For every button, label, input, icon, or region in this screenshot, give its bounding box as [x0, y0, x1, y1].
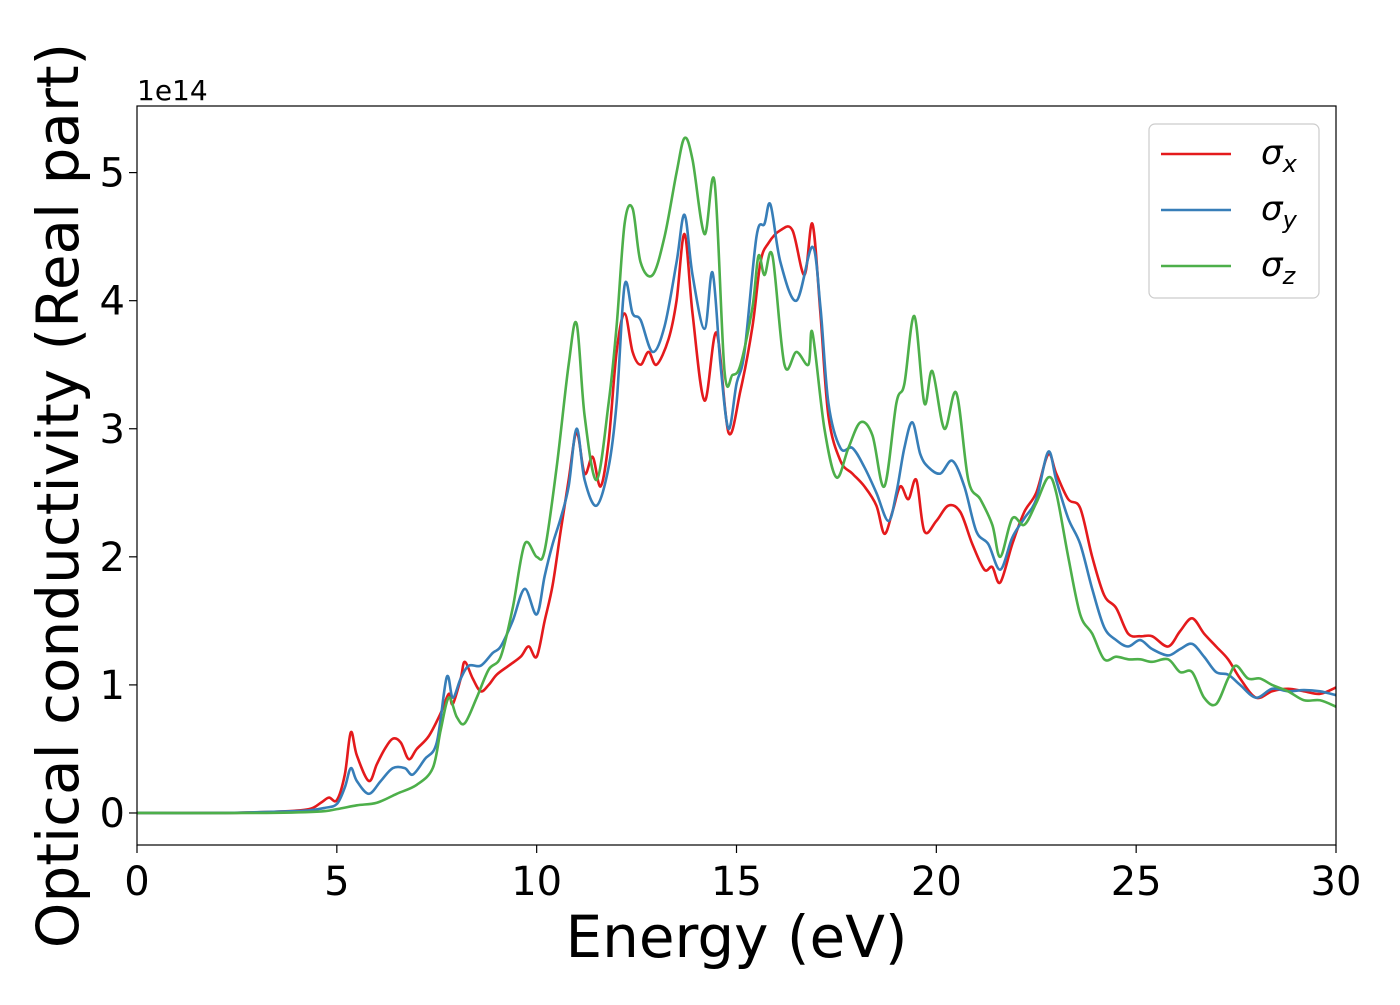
series-line-z: [137, 136, 1336, 815]
x-tick-label: 10: [511, 859, 562, 905]
y-tick-label: 4: [100, 279, 125, 325]
legend: σx σy σz: [1148, 123, 1320, 299]
legend-label-z: σz: [1261, 245, 1297, 290]
legend-box: [1148, 123, 1320, 299]
series-layer: [137, 136, 1336, 815]
x-axis-label: Energy (eV): [565, 903, 907, 971]
y-tick-label: 3: [100, 407, 125, 453]
x-tick-label: 15: [711, 859, 762, 905]
legend-label-x: σx: [1261, 133, 1298, 178]
y-tick-label: 2: [100, 535, 125, 581]
y-tick-label: 5: [100, 151, 125, 197]
y-tick-label: 1: [100, 663, 125, 709]
x-tick-label: 25: [1111, 859, 1162, 905]
x-tick-label: 30: [1311, 859, 1362, 905]
y-axis: 0 1 2 3 4 5: [100, 151, 137, 837]
x-tick-label: 20: [911, 859, 962, 905]
x-tick-label: 5: [324, 859, 349, 905]
legend-label-y: σy: [1261, 189, 1298, 234]
series-line-x: [137, 222, 1336, 815]
series-line-y: [137, 202, 1336, 815]
y-tick-label: 0: [100, 791, 125, 837]
x-tick-label: 0: [124, 859, 149, 905]
y-axis-label: Optical conductivity (Real part): [24, 43, 92, 948]
y-offset-text: 1e14: [137, 74, 208, 107]
x-axis: 0 5 10 15 20 25 30: [124, 845, 1361, 905]
